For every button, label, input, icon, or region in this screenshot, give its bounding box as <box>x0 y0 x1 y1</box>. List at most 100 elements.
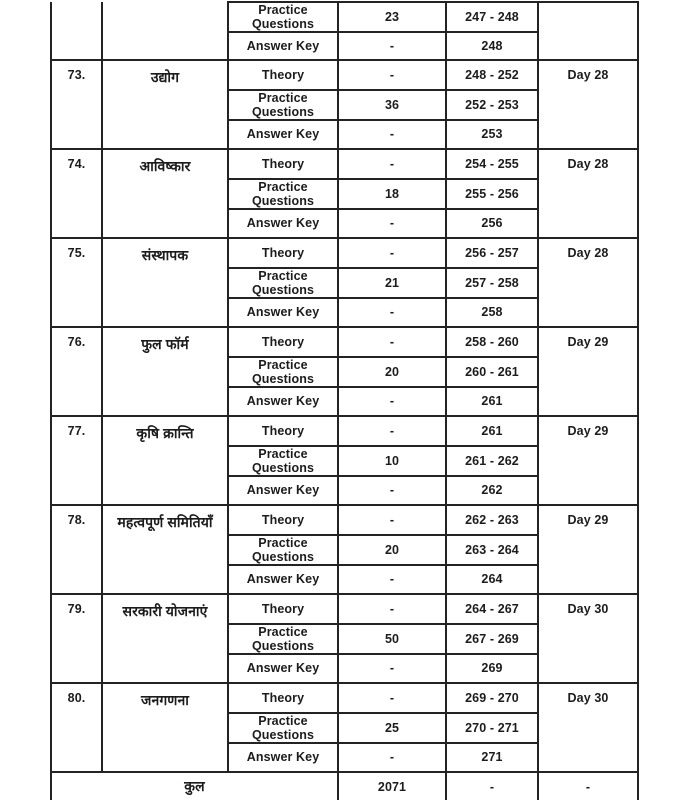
topic-cell: उद्योग <box>101 59 229 150</box>
question-count-cell: 10 <box>337 444 447 477</box>
section-type-cell: Theory <box>227 415 339 447</box>
section-type-cell: Practice Questions <box>227 622 339 655</box>
page-range-cell: 263 - 264 <box>445 533 539 566</box>
page-range-cell: 261 <box>445 385 539 417</box>
topic-cell: फुल फॉर्म <box>101 326 229 417</box>
question-count-cell: - <box>337 296 447 328</box>
question-count-cell: 18 <box>337 177 447 210</box>
serial-cell: 74. <box>50 148 103 239</box>
page-range-cell: 254 - 255 <box>445 148 539 180</box>
page-range-cell: 258 <box>445 296 539 328</box>
table-row: Answer Key - 262 <box>51 474 638 506</box>
serial-cell: 78. <box>50 504 103 595</box>
day-cell: Day 28 <box>537 237 639 328</box>
page-range-cell: 264 <box>445 563 539 595</box>
section-type-cell: Answer Key <box>227 741 339 773</box>
page-range-cell: 269 - 270 <box>445 682 539 714</box>
total-count-cell: 2071 <box>337 771 447 800</box>
day-cell: Day 28 <box>537 148 639 239</box>
page-range-cell: 267 - 269 <box>445 622 539 655</box>
page-range-cell: 271 <box>445 741 539 773</box>
section-type-cell: Practice Questions <box>227 1 339 33</box>
page-range-cell: 256 - 257 <box>445 237 539 269</box>
page-range-cell: 261 <box>445 415 539 447</box>
section-type-cell: Practice Questions <box>227 88 339 121</box>
question-count-cell: - <box>337 148 447 180</box>
table-row: Practice Questions 36 252 - 253 <box>51 88 638 121</box>
question-count-cell: 36 <box>337 88 447 121</box>
serial-cell: 75. <box>50 237 103 328</box>
question-count-cell: - <box>337 652 447 684</box>
table-row: Answer Key - 258 <box>51 296 638 328</box>
section-type-cell: Answer Key <box>227 207 339 239</box>
question-count-cell: - <box>337 563 447 595</box>
table-row: Answer Key - 264 <box>51 563 638 595</box>
question-count-cell: - <box>337 682 447 714</box>
table-row: Practice Questions 20 260 - 261 <box>51 355 638 388</box>
section-type-cell: Theory <box>227 237 339 269</box>
question-count-cell: 23 <box>337 1 447 33</box>
section-type-cell: Practice Questions <box>227 177 339 210</box>
section-type-cell: Practice Questions <box>227 355 339 388</box>
section-type-cell: Theory <box>227 326 339 358</box>
table-row: Practice Questions 10 261 - 262 <box>51 444 638 477</box>
table-row: Practice Questions 18 255 - 256 <box>51 177 638 210</box>
question-count-cell: - <box>337 59 447 91</box>
page-range-cell: 264 - 267 <box>445 593 539 625</box>
day-cell: Day 28 <box>537 59 639 150</box>
section-type-cell: Theory <box>227 682 339 714</box>
serial-cell: 79. <box>50 593 103 684</box>
day-cell: Day 30 <box>537 682 639 773</box>
page-range-cell: 255 - 256 <box>445 177 539 210</box>
topic-cell: जनगणना <box>101 682 229 773</box>
total-pages-cell: - <box>445 771 539 800</box>
page-range-cell: 269 <box>445 652 539 684</box>
section-type-cell: Theory <box>227 148 339 180</box>
page-range-cell: 253 <box>445 118 539 150</box>
page-range-cell: 248 - 252 <box>445 59 539 91</box>
topic-cell <box>101 2 229 61</box>
table-row: 80. जनगणना Theory - 269 - 270 Day 30 <box>50 682 639 773</box>
question-count-cell: - <box>337 504 447 536</box>
page-range-cell: 257 - 258 <box>445 266 539 299</box>
question-count-cell: - <box>337 385 447 417</box>
section-type-cell: Practice Questions <box>227 444 339 477</box>
table-row: Answer Key - 271 <box>51 741 638 773</box>
serial-cell <box>50 2 103 61</box>
total-label-cell: कुल <box>50 771 339 800</box>
page-range-cell: 262 <box>445 474 539 506</box>
question-count-cell: - <box>337 593 447 625</box>
section-type-cell: Theory <box>227 593 339 625</box>
topic-cell: संस्थापक <box>101 237 229 328</box>
serial-cell: 73. <box>50 59 103 150</box>
question-count-cell: - <box>337 118 447 150</box>
question-count-cell: 21 <box>337 266 447 299</box>
table-row: Answer Key - 261 <box>51 385 638 417</box>
question-count-cell: - <box>337 326 447 358</box>
table-row: 79. सरकारी योजनाएं Theory - 264 - 267 Da… <box>50 593 639 684</box>
page-range-cell: 256 <box>445 207 539 239</box>
section-type-cell: Practice Questions <box>227 711 339 744</box>
table-row: Answer Key - 253 <box>51 118 638 150</box>
section-type-cell: Answer Key <box>227 563 339 595</box>
page-range-cell: 270 - 271 <box>445 711 539 744</box>
question-count-cell: 25 <box>337 711 447 744</box>
table-row: Answer Key - 269 <box>51 652 638 684</box>
question-count-cell: - <box>337 415 447 447</box>
serial-cell: 76. <box>50 326 103 417</box>
section-type-cell: Answer Key <box>227 385 339 417</box>
table-row: Practice Questions 20 263 - 264 <box>51 533 638 566</box>
table-row: Practice Questions 25 270 - 271 <box>51 711 638 744</box>
table-row: 77. कृषि क्रान्ति Theory - 261 Day 29 <box>50 415 639 506</box>
serial-cell: 77. <box>50 415 103 506</box>
question-count-cell: - <box>337 31 447 61</box>
table-row: 76. फुल फॉर्म Theory - 258 - 260 Day 29 <box>50 326 639 417</box>
topic-cell: महत्वपूर्ण समितियाँ <box>101 504 229 595</box>
question-count-cell: 20 <box>337 355 447 388</box>
section-type-cell: Answer Key <box>227 31 339 61</box>
day-cell <box>537 1 639 61</box>
topic-cell: सरकारी योजनाएं <box>101 593 229 684</box>
section-type-cell: Answer Key <box>227 474 339 506</box>
topic-cell: आविष्कार <box>101 148 229 239</box>
page-range-cell: 252 - 253 <box>445 88 539 121</box>
